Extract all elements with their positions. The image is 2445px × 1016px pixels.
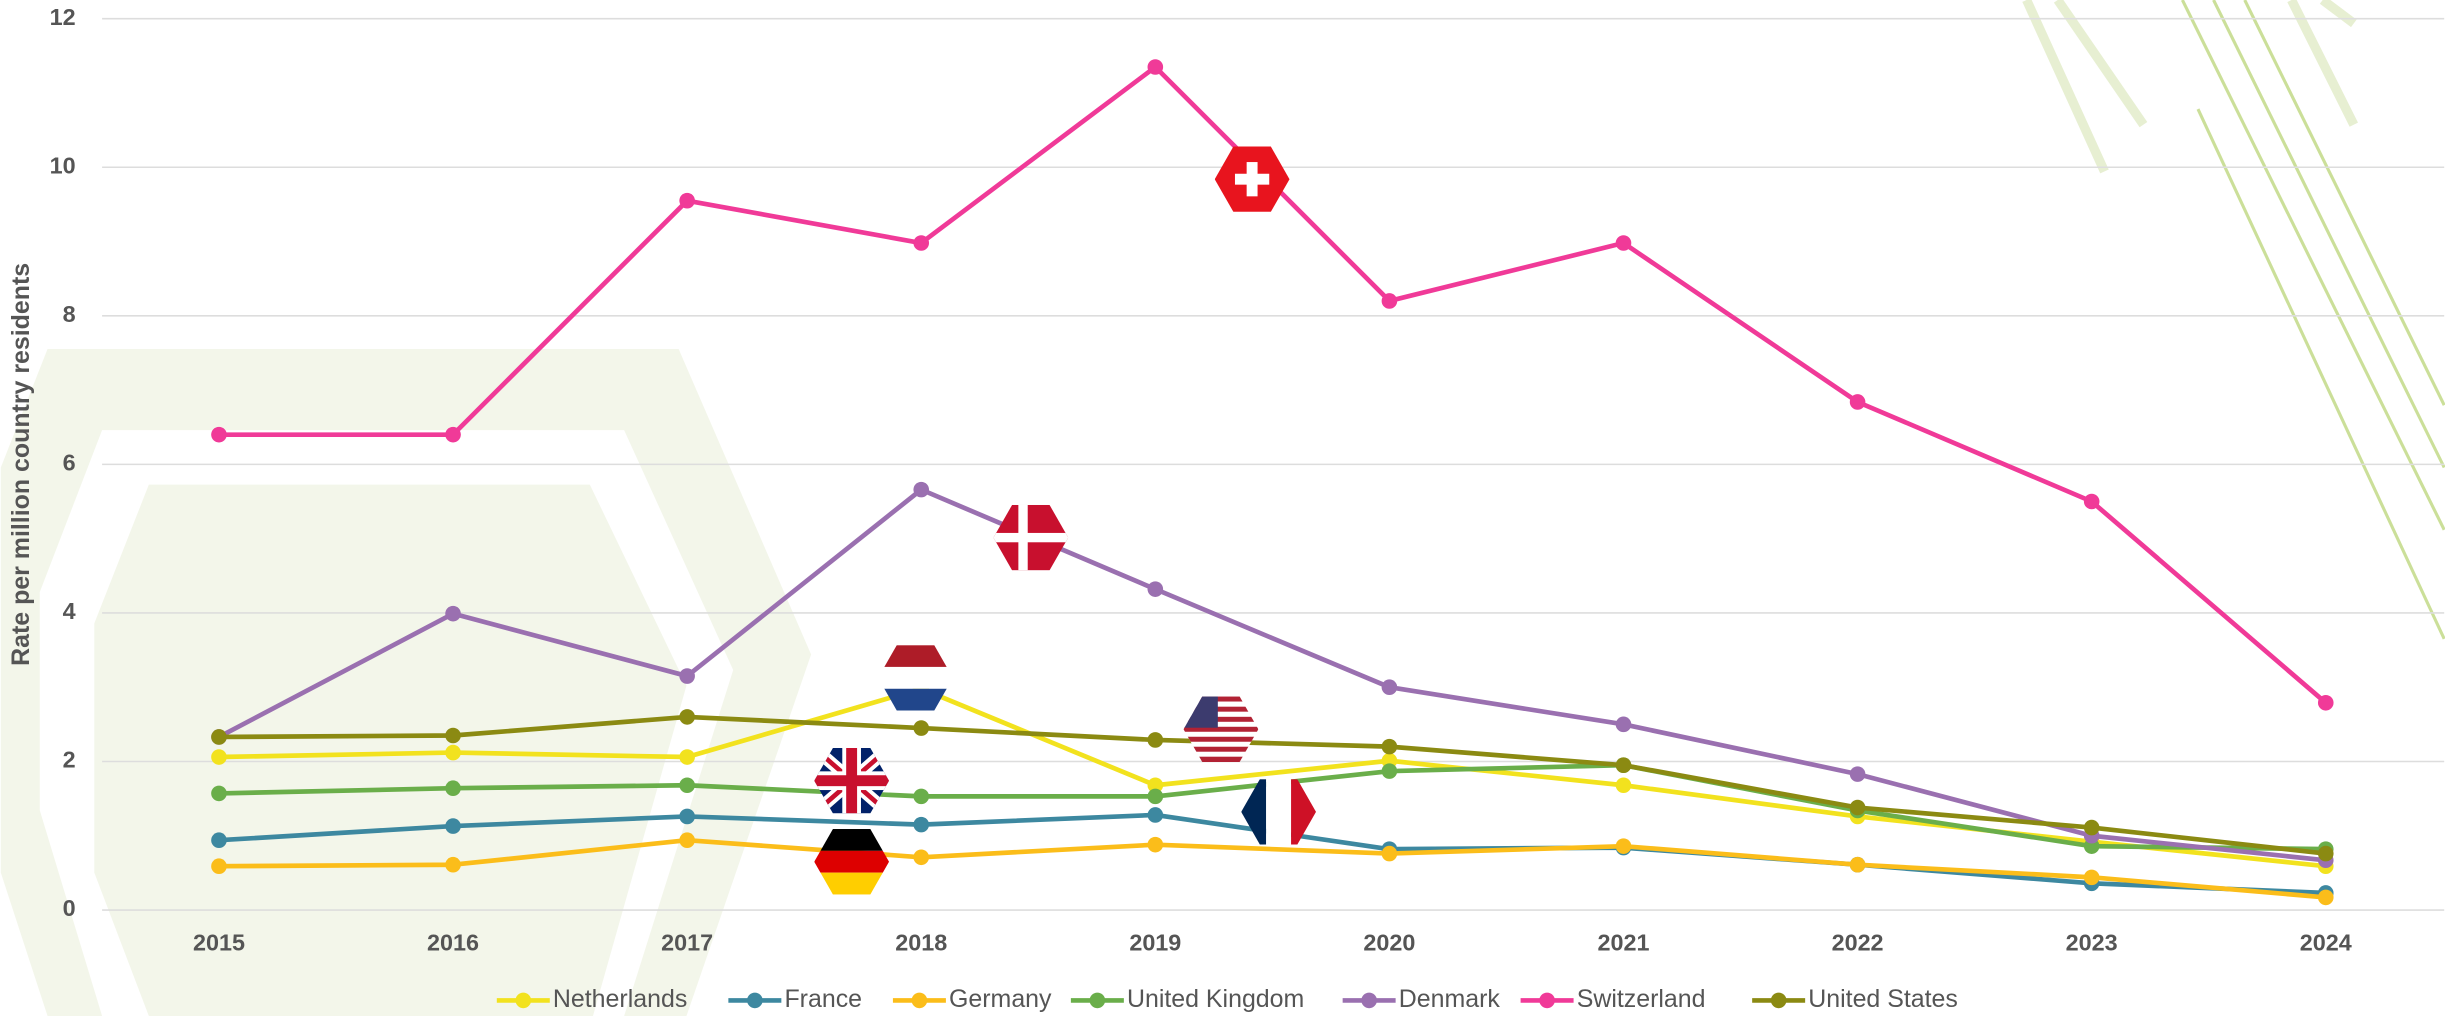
legend-label: Denmark xyxy=(1399,985,1501,1013)
y-axis-label: Rate per million country residents xyxy=(7,263,35,666)
data-point xyxy=(211,832,227,849)
data-point xyxy=(1147,581,1164,597)
x-tick-label: 2017 xyxy=(661,929,713,955)
flag-switzerland xyxy=(1214,146,1290,212)
legend-marker xyxy=(1539,992,1555,1009)
data-point xyxy=(1147,788,1164,805)
x-tick-label: 2016 xyxy=(427,929,479,955)
legend-marker xyxy=(911,992,928,1009)
data-point xyxy=(445,744,461,761)
data-point xyxy=(913,849,930,866)
data-point xyxy=(1381,293,1398,309)
data-point xyxy=(1615,716,1632,733)
series-line xyxy=(218,837,2326,900)
legend-label: Germany xyxy=(949,985,1052,1013)
y-tick-label: 0 xyxy=(63,895,76,921)
data-point xyxy=(1147,59,1164,75)
data-point xyxy=(679,749,695,765)
data-point xyxy=(1615,757,1632,773)
y-tick-label: 12 xyxy=(50,4,76,30)
flag-netherlands xyxy=(878,645,953,711)
data-point xyxy=(445,727,461,744)
x-tick-label: 2022 xyxy=(1832,929,1884,955)
series-line xyxy=(218,714,2327,856)
data-point xyxy=(679,709,695,725)
data-point xyxy=(445,856,461,873)
flag-usa xyxy=(1183,696,1259,762)
data-point xyxy=(1147,777,1164,794)
x-tick-label: 2021 xyxy=(1598,929,1650,955)
data-point xyxy=(913,720,930,736)
y-tick-label: 8 xyxy=(63,301,76,327)
y-tick-label: 6 xyxy=(63,450,76,476)
legend-label: United States xyxy=(1808,985,1958,1013)
data-point xyxy=(445,605,461,622)
data-point xyxy=(211,858,227,875)
legend-marker xyxy=(1770,992,1787,1009)
series-line xyxy=(217,487,2327,863)
data-point xyxy=(2317,695,2334,711)
data-point xyxy=(211,729,227,745)
data-point xyxy=(679,808,695,825)
legend-label: Netherlands xyxy=(553,985,687,1013)
flag-uk xyxy=(814,747,890,814)
y-tick-label: 4 xyxy=(63,598,76,624)
data-point xyxy=(1147,836,1164,853)
data-point xyxy=(211,785,227,802)
data-point xyxy=(1381,763,1398,779)
data-point xyxy=(1381,679,1398,695)
y-tick-label: 10 xyxy=(50,152,76,178)
data-point xyxy=(913,816,930,833)
data-point xyxy=(445,426,461,443)
data-point xyxy=(2083,819,2100,836)
x-tick-label: 2019 xyxy=(1129,929,1181,955)
legend-marker xyxy=(1089,992,1106,1009)
x-tick-label: 2020 xyxy=(1363,929,1415,955)
data-point xyxy=(211,749,227,765)
legend-label: United Kingdom xyxy=(1127,985,1304,1013)
flag-denmark xyxy=(993,504,1069,571)
x-tick-label: 2018 xyxy=(895,929,947,955)
data-point xyxy=(1381,845,1398,862)
data-point xyxy=(1615,838,1632,854)
data-point xyxy=(211,426,227,443)
data-point xyxy=(2317,889,2334,906)
legend-label: France xyxy=(784,985,862,1013)
data-point xyxy=(1849,799,1866,816)
data-point xyxy=(679,832,695,849)
x-tick-label: 2023 xyxy=(2066,929,2118,955)
flag-germany xyxy=(814,829,890,895)
data-point xyxy=(445,818,461,834)
data-point xyxy=(679,192,695,209)
data-point xyxy=(2083,869,2100,886)
legend-marker xyxy=(1361,992,1377,1009)
data-point xyxy=(913,788,930,805)
data-point xyxy=(445,780,461,797)
data-point xyxy=(913,235,930,251)
x-tick-label: 2024 xyxy=(2300,929,2352,955)
data-point xyxy=(1147,807,1164,823)
data-point xyxy=(1615,235,1632,251)
data-point xyxy=(1147,732,1164,748)
x-tick-label: 2015 xyxy=(193,929,245,955)
data-point xyxy=(913,481,930,498)
flags xyxy=(814,146,1316,895)
data-point xyxy=(679,777,695,794)
data-point xyxy=(1849,766,1866,782)
data-point xyxy=(679,668,695,684)
data-point xyxy=(1849,394,1866,410)
legend-marker xyxy=(747,992,763,1009)
data-point xyxy=(1381,738,1398,755)
data-point xyxy=(1849,856,1866,873)
data-point xyxy=(2083,493,2100,510)
y-tick-label: 2 xyxy=(63,747,76,773)
legend-label: Switzerland xyxy=(1577,985,1706,1013)
legend-marker xyxy=(515,992,532,1009)
data-point xyxy=(2317,845,2334,862)
data-point xyxy=(1615,777,1632,794)
